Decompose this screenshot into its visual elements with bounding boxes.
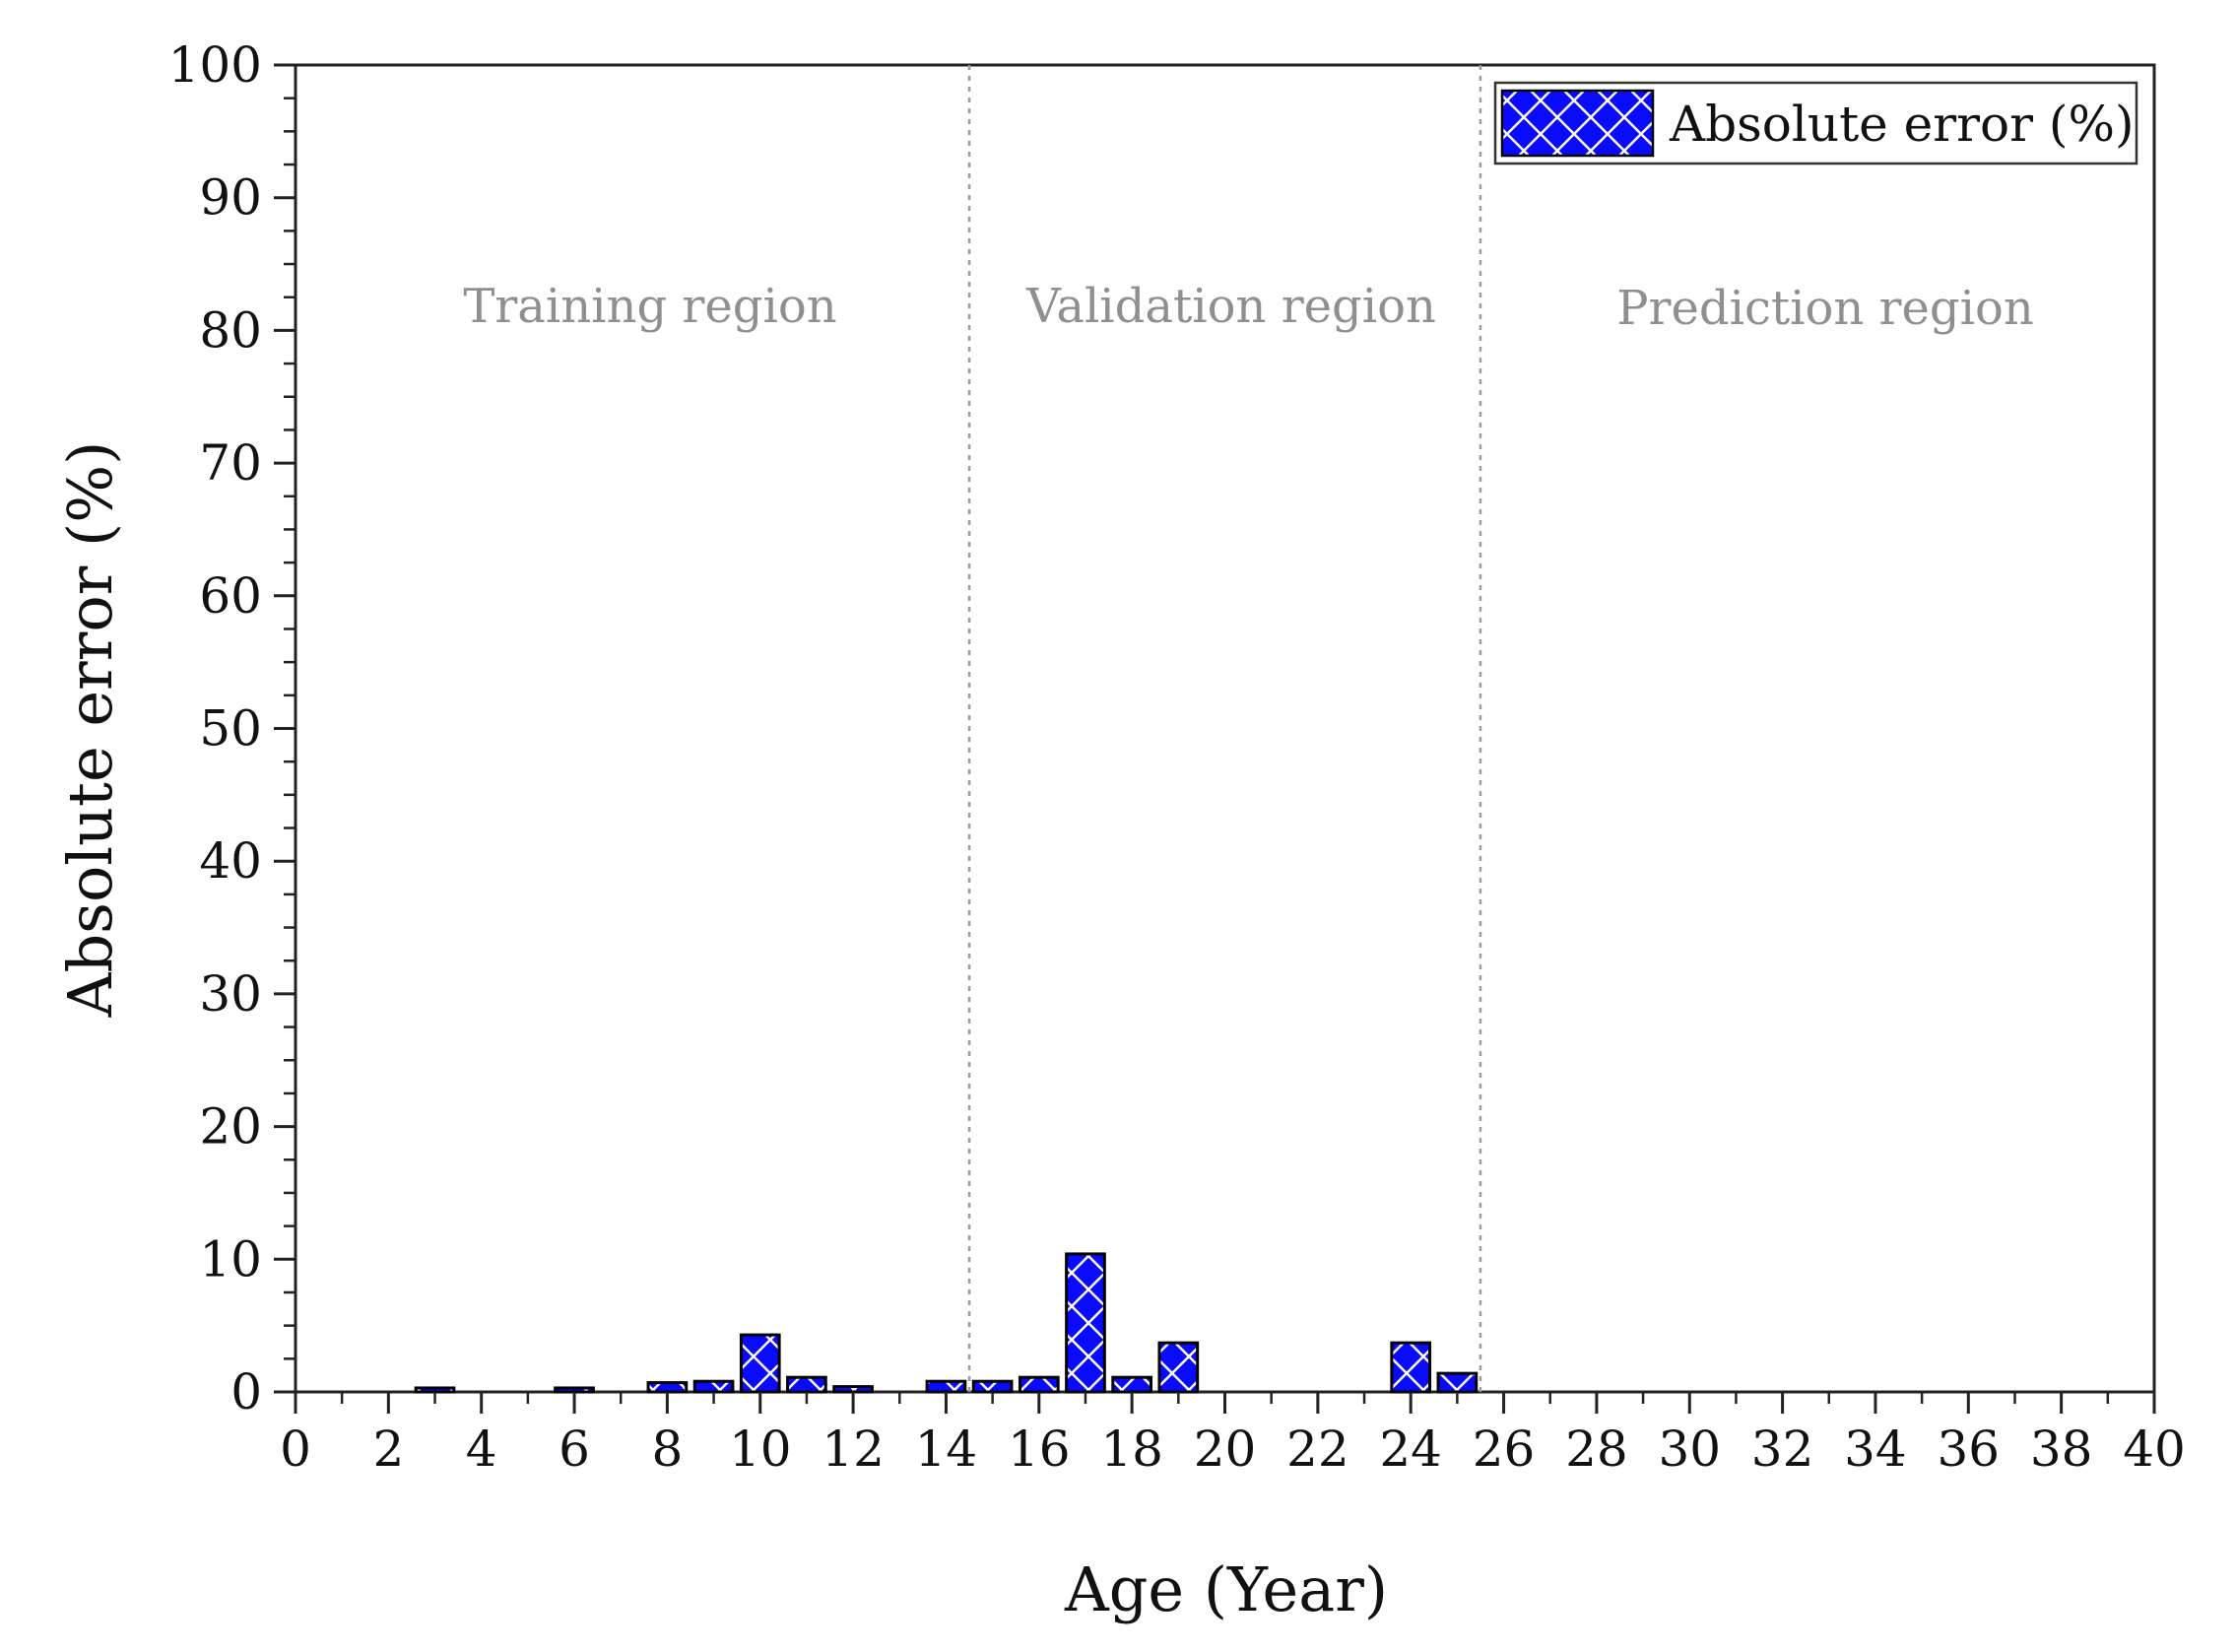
region-label-validation: Validation region (1025, 279, 1436, 334)
x-tick-label-28: 28 (1565, 1421, 1628, 1478)
x-tick-label-20: 20 (1194, 1421, 1257, 1478)
x-tick-label-22: 22 (1286, 1421, 1349, 1478)
x-tick-label-24: 24 (1379, 1421, 1442, 1478)
y-tick-label-10: 10 (199, 1230, 262, 1288)
x-tick-label-26: 26 (1473, 1421, 1536, 1478)
x-tick-label-38: 38 (2030, 1421, 2093, 1478)
bar-age-25 (1436, 1371, 1479, 1394)
x-tick-label-8: 8 (651, 1421, 683, 1478)
x-tick-label-12: 12 (822, 1421, 885, 1478)
bar-age-10 (739, 1333, 781, 1394)
x-tick-label-40: 40 (2123, 1421, 2186, 1478)
bar-age-17 (1065, 1252, 1106, 1394)
bar-age-11 (786, 1375, 827, 1394)
x-tick-label-18: 18 (1100, 1421, 1163, 1478)
y-tick-label-30: 30 (199, 965, 262, 1023)
x-tick-label-36: 36 (1937, 1421, 2000, 1478)
bar-age-15 (971, 1379, 1014, 1394)
x-axis: 0 2 4 6 8 10 12 14 16 18 20 22 24 26 28 30 32 34 36 38 40 (280, 1392, 2186, 1478)
region-label-prediction: Prediction region (1616, 281, 2034, 336)
bar-age-16 (1018, 1375, 1060, 1394)
y-tick-label-100: 100 (168, 36, 262, 94)
bar-age-12 (832, 1385, 874, 1394)
plot-frame (294, 63, 2156, 1394)
legend: Absolute error (%) (1493, 81, 2138, 165)
y-tick-label-50: 50 (199, 700, 262, 758)
x-tick-label-16: 16 (1008, 1421, 1071, 1478)
x-tick-label-4: 4 (466, 1421, 497, 1478)
y-tick-label-0: 0 (230, 1363, 262, 1421)
bar-age-9 (692, 1379, 735, 1394)
x-tick-label-34: 34 (1844, 1421, 1907, 1478)
x-axis-title: Age (Year) (1064, 1553, 1388, 1625)
region-dividers (967, 65, 1482, 1392)
y-tick-label-60: 60 (199, 567, 262, 625)
bar-age-18 (1111, 1375, 1152, 1394)
y-tick-label-80: 80 (199, 301, 262, 359)
legend-label: Absolute error (%) (1669, 96, 2134, 153)
x-tick-label-10: 10 (729, 1421, 792, 1478)
y-tick-label-90: 90 (199, 169, 262, 227)
x-tick-label-30: 30 (1658, 1421, 1721, 1478)
x-tick-label-14: 14 (915, 1421, 978, 1478)
y-tick-label-20: 20 (199, 1098, 262, 1156)
bar-age-24 (1390, 1341, 1432, 1394)
x-tick-label-0: 0 (280, 1421, 311, 1478)
bar-age-14 (925, 1379, 967, 1394)
y-tick-label-40: 40 (199, 832, 262, 890)
region-label-training: Training region (463, 279, 836, 334)
bar-age-3 (414, 1386, 456, 1394)
x-tick-label-6: 6 (559, 1421, 590, 1478)
y-axis-title: Absolute error (%) (54, 441, 126, 1019)
bar-age-19 (1157, 1341, 1200, 1394)
y-axis: 0 10 20 30 40 50 60 70 80 90 100 (168, 36, 296, 1421)
legend-swatch (1500, 89, 1655, 158)
bar-age-6 (554, 1386, 595, 1394)
bar-series (414, 1252, 1479, 1394)
x-tick-label-2: 2 (372, 1421, 404, 1478)
y-tick-label-70: 70 (199, 434, 262, 492)
region-labels: Training region Validation region Predic… (463, 279, 2033, 336)
bar-age-8 (646, 1381, 689, 1394)
x-tick-label-32: 32 (1751, 1421, 1814, 1478)
